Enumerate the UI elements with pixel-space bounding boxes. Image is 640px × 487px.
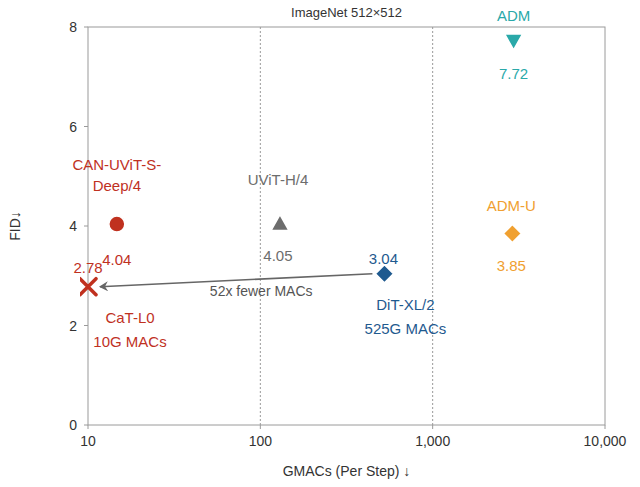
y-tick-label: 4 xyxy=(69,218,77,234)
x-tick-label: 10,000 xyxy=(584,433,627,449)
label-line: CAN-UViT-S- xyxy=(72,156,161,173)
point-label: ADM xyxy=(497,7,530,24)
y-tick-label: 2 xyxy=(69,318,77,334)
y-tick xyxy=(84,126,88,127)
annotation: 10G MACs xyxy=(93,333,166,350)
y-tick xyxy=(84,425,88,426)
data-label: 3.85 xyxy=(497,257,526,274)
point xyxy=(109,216,125,232)
annotation: 525G MACs xyxy=(365,320,447,337)
x-tick-label: 100 xyxy=(249,433,273,449)
point-label: CAN-UViT-S- Deep/4 xyxy=(72,156,161,194)
plot-frame xyxy=(88,27,605,425)
y-tick-label: 8 xyxy=(69,19,77,35)
data-label: 4.04 xyxy=(102,251,131,268)
arrow-label: 52x fewer MACs xyxy=(210,283,313,299)
y-tick xyxy=(84,27,88,28)
y-tick xyxy=(84,325,88,326)
point xyxy=(271,215,289,231)
data-label: 3.04 xyxy=(369,250,398,267)
point xyxy=(505,34,523,50)
x-tick xyxy=(260,425,261,429)
x-axis-label: GMACs (Per Step) ↓ xyxy=(283,463,411,479)
y-tick xyxy=(84,226,88,227)
y-tick-label: 6 xyxy=(69,119,77,135)
x-tick xyxy=(605,425,606,429)
point-label: CaT-L0 xyxy=(105,309,154,326)
grid-line xyxy=(432,27,433,425)
point xyxy=(503,224,521,242)
point-label: UViT-H/4 xyxy=(248,171,309,188)
point-label: DiT-XL/2 xyxy=(376,296,434,313)
y-tick-label: 0 xyxy=(69,417,77,433)
title: ImageNet 512×512 xyxy=(291,5,402,20)
x-tick-label: 1,000 xyxy=(415,433,450,449)
data-label: 4.05 xyxy=(263,247,292,264)
point-label: ADM-U xyxy=(487,197,536,214)
x-tick-label: 10 xyxy=(80,433,96,449)
data-label: 7.72 xyxy=(499,65,528,82)
chart: ImageNet 512×512 10 100 1,000 10,000 0 2 4 6 8 GMA… xyxy=(0,0,640,487)
grid-line xyxy=(260,27,261,425)
label-line: Deep/4 xyxy=(93,177,141,194)
point xyxy=(375,265,393,283)
labels: 4.04 CAN-UViT-S- Deep/4 4.05 UViT-H/4 3.04 DiT… xyxy=(72,7,536,350)
x-tick xyxy=(432,425,433,429)
x-tick xyxy=(88,425,89,429)
data-label: 2.78 xyxy=(73,259,102,276)
point xyxy=(80,279,96,295)
y-axis-label: FID↓ xyxy=(7,211,23,241)
